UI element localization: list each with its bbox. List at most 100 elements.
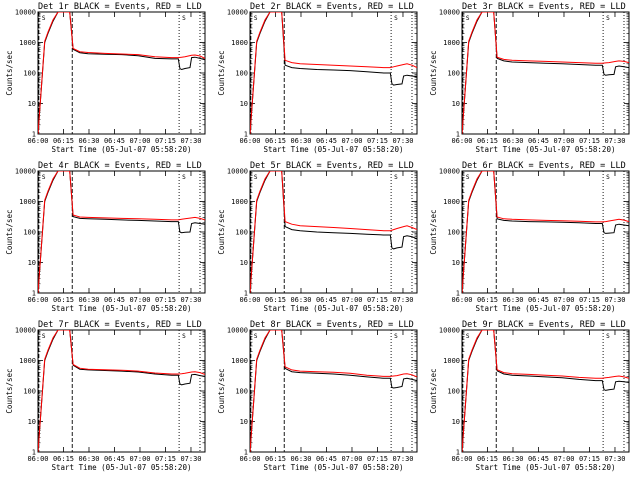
flag-mark: S xyxy=(606,15,610,22)
series-line-events xyxy=(250,330,417,452)
x-axis-label: Start Time (05-Jul-07 05:58:20) xyxy=(52,145,192,154)
detector-panel-3: Det 3r BLACK = Events, RED = LLD 1 10 100 10… xyxy=(429,2,630,154)
x-tick-label: 06:30 xyxy=(78,455,99,463)
x-axis-label: Start Time (05-Jul-07 05:58:20) xyxy=(52,463,192,472)
x-tick-label: 07:00 xyxy=(341,296,362,304)
y-tick-label: 10000 xyxy=(439,168,460,176)
flag-mark: S xyxy=(42,174,46,181)
flag-mark: S xyxy=(254,174,258,181)
x-tick-label: 06:15 xyxy=(477,296,498,304)
series-line-lld xyxy=(38,12,205,134)
x-tick-label: 07:15 xyxy=(367,455,388,463)
x-tick-label: 06:45 xyxy=(104,296,125,304)
detector-panel-8: Det 8r BLACK = Events, RED = LLD 1 10 100 10… xyxy=(217,320,418,472)
y-tick-label: 1 xyxy=(456,449,460,457)
series-line-lld xyxy=(38,330,205,452)
x-tick-label: 07:15 xyxy=(367,296,388,304)
x-tick-label: 06:45 xyxy=(528,296,549,304)
x-tick-label: 06:00 xyxy=(451,455,472,463)
panel-title: Det 5r BLACK = Events, RED = LLD xyxy=(250,161,414,171)
detector-panel-5: Det 5r BLACK = Events, RED = LLD 1 10 100 10… xyxy=(217,161,418,313)
flag-mark: S xyxy=(42,15,46,22)
x-tick-label: 06:15 xyxy=(477,137,498,145)
x-tick-label: 06:45 xyxy=(316,137,337,145)
flag-mark: S xyxy=(394,174,398,181)
x-tick-label: 07:30 xyxy=(392,296,413,304)
y-axis-label: Counts/sec xyxy=(5,209,14,254)
x-tick-label: 06:45 xyxy=(104,455,125,463)
y-tick-label: 1000 xyxy=(19,357,36,365)
y-tick-label: 10 xyxy=(240,100,248,108)
y-tick-label: 10000 xyxy=(15,168,36,176)
flag-mark: S xyxy=(606,174,610,181)
panel-title: Det 1r BLACK = Events, RED = LLD xyxy=(38,2,202,12)
x-tick-label: 06:45 xyxy=(104,137,125,145)
y-tick-label: 1 xyxy=(32,449,36,457)
y-tick-label: 1000 xyxy=(19,39,36,47)
x-axis-label: Start Time (05-Jul-07 05:58:20) xyxy=(264,145,404,154)
detector-panel-2: Det 2r BLACK = Events, RED = LLD 1 10 100 10… xyxy=(217,2,418,154)
x-tick-label: 06:30 xyxy=(78,296,99,304)
y-tick-label: 1 xyxy=(244,449,248,457)
x-tick-label: 07:30 xyxy=(604,455,625,463)
x-tick-label: 07:00 xyxy=(341,137,362,145)
x-tick-label: 06:15 xyxy=(53,137,74,145)
panel-title: Det 4r BLACK = Events, RED = LLD xyxy=(38,161,202,171)
y-axis-label: Counts/sec xyxy=(429,50,438,95)
x-tick-label: 07:15 xyxy=(579,137,600,145)
panel-title: Det 2r BLACK = Events, RED = LLD xyxy=(250,2,414,12)
y-tick-label: 10 xyxy=(452,100,460,108)
series-line-events xyxy=(462,171,629,293)
detector-panel-7: Det 7r BLACK = Events, RED = LLD 1 10 100 10… xyxy=(5,320,206,472)
detector-panel-4: Det 4r BLACK = Events, RED = LLD 1 10 100 10… xyxy=(5,161,206,313)
x-tick-label: 06:45 xyxy=(528,455,549,463)
series-line-events xyxy=(462,330,629,452)
panel-title: Det 7r BLACK = Events, RED = LLD xyxy=(38,320,202,330)
y-tick-label: 1 xyxy=(32,131,36,139)
y-tick-label: 10 xyxy=(240,418,248,426)
series-line-lld xyxy=(250,171,417,293)
y-tick-label: 1 xyxy=(244,290,248,298)
y-tick-label: 10000 xyxy=(439,327,460,335)
y-tick-label: 100 xyxy=(235,388,248,396)
plot-frame xyxy=(249,170,418,294)
x-tick-label: 07:30 xyxy=(180,137,201,145)
y-tick-label: 1000 xyxy=(231,357,248,365)
series-line-events xyxy=(250,12,417,134)
y-tick-label: 10 xyxy=(28,259,36,267)
flag-mark: S xyxy=(606,333,610,340)
y-tick-label: 10 xyxy=(240,259,248,267)
flag-mark: S xyxy=(182,15,186,22)
detector-panel-1: Det 1r BLACK = Events, RED = LLD 1 10 100 10… xyxy=(5,2,206,154)
y-tick-label: 1 xyxy=(456,290,460,298)
x-tick-label: 07:15 xyxy=(579,455,600,463)
y-tick-label: 100 xyxy=(235,229,248,237)
plot-frame xyxy=(249,329,418,453)
y-axis-label: Counts/sec xyxy=(217,50,226,95)
y-tick-label: 1000 xyxy=(19,198,36,206)
series-line-events xyxy=(38,12,205,134)
x-tick-label: 07:00 xyxy=(129,455,150,463)
y-tick-label: 1000 xyxy=(231,39,248,47)
y-tick-label: 100 xyxy=(235,70,248,78)
series-line-events xyxy=(462,12,629,134)
flag-mark: S xyxy=(254,15,258,22)
x-tick-label: 06:00 xyxy=(27,137,48,145)
x-tick-label: 07:30 xyxy=(392,137,413,145)
y-axis-label: Counts/sec xyxy=(5,368,14,413)
x-tick-label: 07:30 xyxy=(392,455,413,463)
y-tick-label: 10000 xyxy=(227,168,248,176)
y-tick-label: 10000 xyxy=(227,327,248,335)
x-tick-label: 06:30 xyxy=(290,296,311,304)
panel-title: Det 6r BLACK = Events, RED = LLD xyxy=(462,161,626,171)
flag-mark: S xyxy=(466,333,470,340)
x-tick-label: 07:30 xyxy=(180,296,201,304)
y-tick-label: 10 xyxy=(452,418,460,426)
y-tick-label: 100 xyxy=(23,229,36,237)
x-tick-label: 07:00 xyxy=(553,455,574,463)
y-tick-label: 1 xyxy=(32,290,36,298)
x-axis-label: Start Time (05-Jul-07 05:58:20) xyxy=(476,145,616,154)
x-tick-label: 06:00 xyxy=(27,296,48,304)
detector-panel-6: Det 6r BLACK = Events, RED = LLD 1 10 100 10… xyxy=(429,161,630,313)
x-tick-label: 07:30 xyxy=(604,137,625,145)
